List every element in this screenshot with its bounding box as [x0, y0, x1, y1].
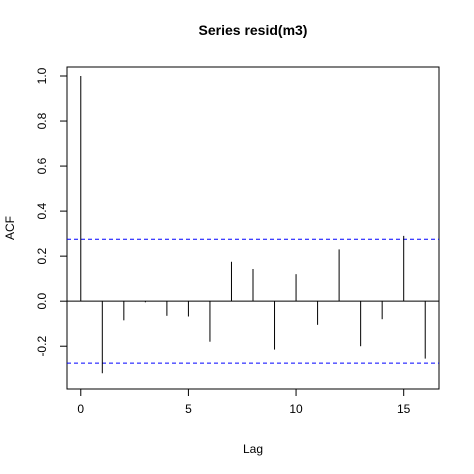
x-tick-label-10: 10: [289, 402, 303, 416]
x-axis-label: Lag: [243, 442, 263, 456]
y-tick-label-2: 0.2: [35, 247, 49, 264]
x-tick-label-0: 0: [77, 402, 84, 416]
y-tick-label-1: 0.0: [35, 293, 49, 310]
y-tick-label-4: 0.6: [35, 157, 49, 174]
y-tick-label-0: -0.2: [35, 336, 49, 357]
y-tick-label-5: 0.8: [35, 112, 49, 129]
y-tick-label-6: 1.0: [35, 67, 49, 84]
x-tick-label-5: 5: [185, 402, 192, 416]
y-tick-label-3: 0.4: [35, 202, 49, 219]
plot-area: 0 5 10 15 -0.2 0.0 0.2 0.4 0.6 0.8 1.0: [35, 67, 439, 416]
y-axis-label: ACF: [3, 216, 17, 240]
x-tick-label-15: 15: [397, 402, 411, 416]
chart-title: Series resid(m3): [199, 22, 308, 38]
plot-frame: [66, 66, 440, 390]
